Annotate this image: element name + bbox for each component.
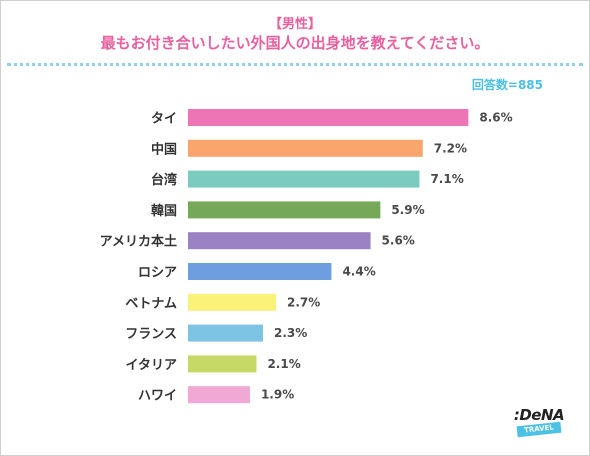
logo-tag-text: TRAVEL bbox=[516, 421, 562, 438]
value-label: 5.6% bbox=[382, 234, 415, 248]
value-label: 2.1% bbox=[267, 357, 300, 371]
value-label: 1.9% bbox=[261, 388, 294, 402]
category-label: ベトナム bbox=[125, 296, 177, 311]
dotted-divider bbox=[7, 63, 583, 66]
value-label: 7.1% bbox=[430, 172, 463, 186]
value-label: 5.9% bbox=[391, 203, 424, 217]
bar bbox=[188, 201, 381, 219]
bar bbox=[188, 109, 469, 126]
bar bbox=[188, 232, 371, 250]
category-label: アメリカ本土 bbox=[100, 234, 177, 250]
category-label: ロシア bbox=[138, 266, 177, 281]
bar bbox=[188, 139, 423, 157]
category-label: イタリア bbox=[126, 358, 177, 373]
bar bbox=[188, 293, 277, 311]
category-label: フランス bbox=[125, 327, 177, 342]
bar bbox=[188, 324, 263, 342]
value-label: 2.7% bbox=[287, 295, 320, 309]
value-label: 8.6% bbox=[479, 111, 512, 125]
category-label: ハワイ bbox=[138, 389, 177, 404]
value-label: 2.3% bbox=[274, 326, 307, 340]
bar bbox=[188, 386, 250, 404]
bar bbox=[188, 170, 420, 188]
category-label: 台湾 bbox=[151, 172, 177, 188]
dena-travel-logo: :DeNA TRAVEL bbox=[511, 406, 567, 438]
category-label: 韓国 bbox=[151, 203, 177, 219]
chart-subtitle: 【男性】 bbox=[268, 17, 321, 32]
value-label: 4.4% bbox=[342, 265, 375, 279]
value-label: 7.2% bbox=[434, 141, 467, 155]
bar bbox=[188, 263, 332, 280]
bar bbox=[188, 355, 257, 373]
chart-title: 最もお付き合いしたい外国人の出身地を教えてください。 bbox=[100, 34, 490, 52]
logo-main-text: :DeNA bbox=[513, 406, 565, 424]
sample-size-label: 回答数=885 bbox=[471, 78, 543, 92]
category-label: 中国 bbox=[151, 141, 177, 157]
category-label: タイ bbox=[151, 112, 177, 127]
